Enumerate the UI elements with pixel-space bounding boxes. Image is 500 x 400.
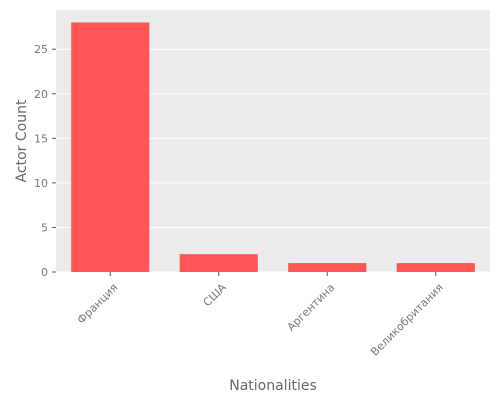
y-tick-label: 10 xyxy=(34,177,48,190)
y-tick-label: 15 xyxy=(34,132,48,145)
y-axis-label: Actor Count xyxy=(14,99,30,182)
x-tick-label: Франция xyxy=(75,281,121,327)
y-tick-label: 5 xyxy=(41,221,48,234)
bar xyxy=(179,254,258,272)
y-tick-label: 25 xyxy=(34,43,48,56)
x-tick-label: Аргентина xyxy=(285,281,338,334)
x-axis-label: Nationalities xyxy=(229,378,317,394)
x-axis-ticks: Франция США Аргентина Великобритания xyxy=(75,272,446,359)
bar xyxy=(288,263,367,272)
bars xyxy=(71,22,475,272)
y-tick-label: 20 xyxy=(34,88,48,101)
bar xyxy=(396,263,475,272)
y-axis-ticks: 0 5 10 15 20 25 xyxy=(34,43,56,279)
bar xyxy=(71,22,150,272)
x-tick-label: США xyxy=(201,281,230,310)
x-tick-label: Великобритания xyxy=(368,281,446,359)
y-tick-label: 0 xyxy=(41,266,48,279)
